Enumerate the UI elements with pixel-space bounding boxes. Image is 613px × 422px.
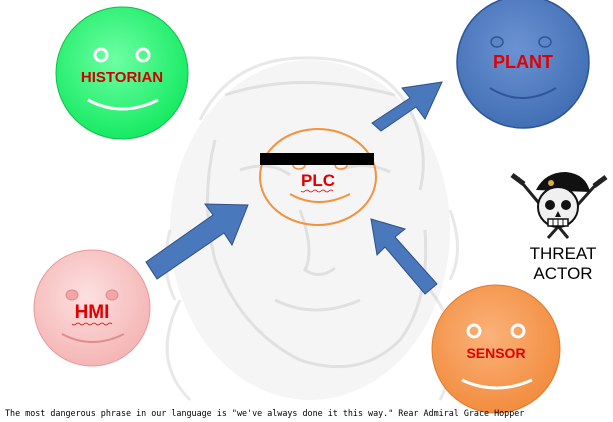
historian-left-eye: [93, 47, 109, 63]
sensor-label: SENSOR: [466, 345, 525, 361]
node-hmi: HMI: [33, 249, 151, 367]
threat-actor-label: THREAT ACTOR: [518, 244, 608, 284]
quote-caption: The most dangerous phrase in our languag…: [5, 408, 525, 418]
historian-label: HISTORIAN: [81, 69, 163, 86]
sensor-left-eye: [466, 323, 482, 339]
node-historian: HISTORIAN: [55, 6, 189, 140]
plant-face: [456, 0, 590, 129]
hmi-spellcheck-squiggle: [71, 322, 113, 326]
plc-label: PLC: [301, 171, 335, 190]
arrow-sensor-to-plc: [370, 218, 438, 295]
sensor-right-eye: [510, 323, 526, 339]
background-portrait-shading: [170, 60, 450, 400]
node-plc: PLC: [259, 128, 377, 226]
node-sensor: SENSOR: [431, 284, 561, 414]
hmi-face: [33, 249, 151, 367]
plant-smile: [489, 87, 557, 99]
hmi-smile: [61, 333, 125, 343]
plc-spellcheck-squiggle: [300, 189, 334, 193]
historian-face: [55, 6, 189, 140]
hmi-right-eye: [105, 289, 119, 301]
historian-right-eye: [135, 47, 151, 63]
plant-left-eye: [490, 36, 504, 48]
sensor-smile: [461, 378, 533, 390]
plant-right-eye: [538, 36, 552, 48]
threat-actor-line2: ACTOR: [533, 264, 593, 283]
plant-label: PLANT: [493, 52, 553, 72]
plc-face: [259, 128, 377, 226]
threat-actor-line1: THREAT: [529, 244, 597, 263]
historian-smile: [87, 98, 159, 111]
plc-redaction-bar: [260, 153, 374, 165]
arrow-hmi-to-plc: [145, 203, 249, 280]
plc-smile: [289, 193, 351, 203]
arrow-plc-to-plant: [371, 81, 443, 132]
hmi-label: HMI: [75, 302, 110, 323]
skull-beret-icon: [510, 172, 608, 240]
node-plant: PLANT: [456, 0, 590, 129]
hmi-left-eye: [65, 289, 79, 301]
